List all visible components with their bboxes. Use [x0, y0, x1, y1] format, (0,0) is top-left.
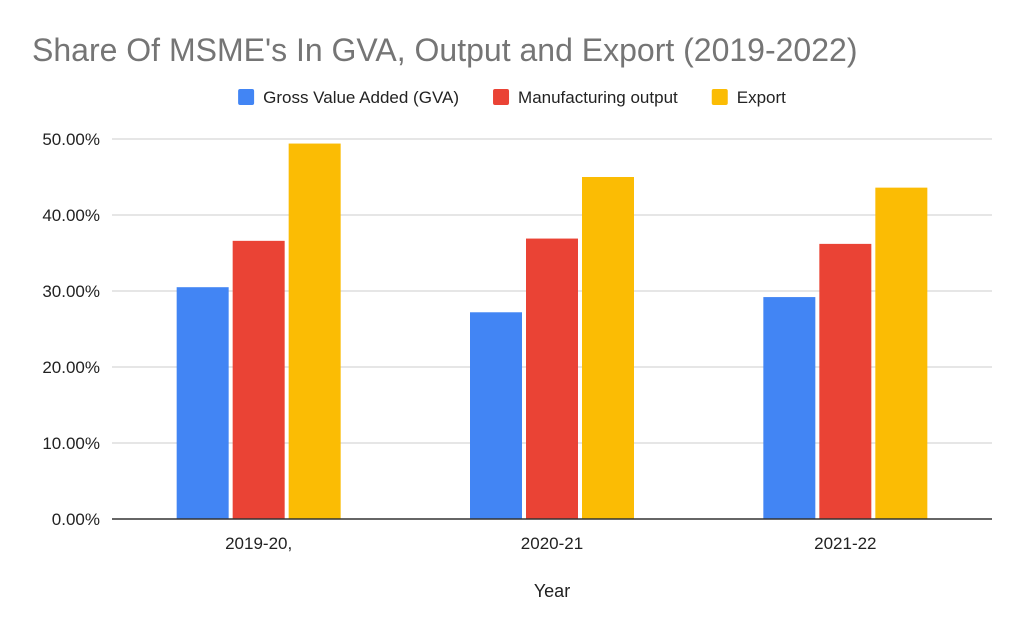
- x-axis-label: Year: [534, 581, 570, 601]
- y-tick-label: 0.00%: [52, 510, 100, 529]
- bar: [875, 187, 928, 519]
- legend-swatch: [711, 89, 728, 105]
- legend-swatch: [493, 89, 510, 105]
- bar: [232, 240, 285, 519]
- legend-label: Export: [737, 88, 786, 107]
- legend-swatch: [238, 89, 255, 105]
- bar: [582, 177, 634, 519]
- bar: [819, 243, 872, 519]
- y-tick-label: 40.00%: [42, 206, 100, 225]
- bar: [526, 238, 578, 519]
- bars: [176, 143, 928, 519]
- y-tick-label: 20.00%: [42, 358, 100, 377]
- chart-legend: Gross Value Added (GVA) Manufacturing out…: [238, 88, 786, 107]
- x-axis-ticks: 2019-20, 2020-21 2021-22: [225, 534, 876, 553]
- bar: [470, 312, 522, 519]
- bar: [288, 143, 341, 519]
- legend-label: Manufacturing output: [518, 88, 678, 107]
- x-tick-label: 2021-22: [814, 534, 876, 553]
- legend-label: Gross Value Added (GVA): [263, 88, 459, 107]
- x-tick-label: 2019-20,: [225, 534, 292, 553]
- y-tick-label: 10.00%: [42, 434, 100, 453]
- y-tick-label: 30.00%: [42, 282, 100, 301]
- y-axis-ticks: 0.00% 10.00% 20.00% 30.00% 40.00% 50.00%: [42, 130, 100, 529]
- chart-title: Share Of MSME's In GVA, Output and Expor…: [32, 32, 857, 68]
- x-tick-label: 2020-21: [521, 534, 583, 553]
- bar: [763, 297, 816, 519]
- bar: [176, 287, 229, 519]
- y-tick-label: 50.00%: [42, 130, 100, 149]
